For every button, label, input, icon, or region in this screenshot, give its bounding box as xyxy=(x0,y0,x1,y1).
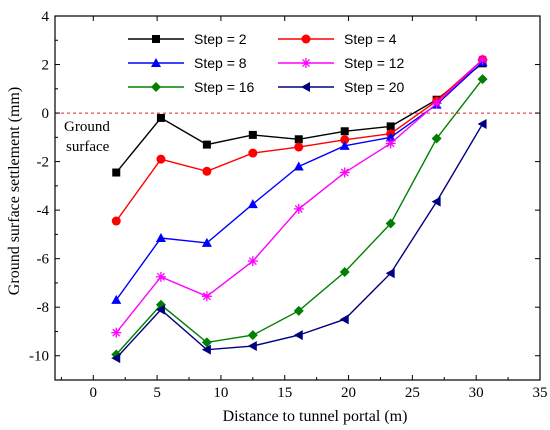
x-tick-label: 25 xyxy=(405,385,420,401)
marker-asterisk xyxy=(385,138,396,149)
marker-diamond xyxy=(477,74,488,85)
marker-square xyxy=(202,140,211,149)
legend-label: Step = 12 xyxy=(344,55,405,71)
marker-triangle-left xyxy=(293,330,303,341)
marker-diamond xyxy=(293,305,304,316)
y-tick-label: -6 xyxy=(37,252,50,268)
marker-circle xyxy=(294,142,304,152)
marker-diamond xyxy=(247,330,258,341)
marker-triangle xyxy=(247,199,258,209)
x-tick-label: 10 xyxy=(213,385,228,401)
marker-diamond xyxy=(431,133,442,144)
legend-entry: Step = 12 xyxy=(278,55,405,71)
y-tick-label: 2 xyxy=(42,58,50,74)
marker-circle xyxy=(156,154,166,164)
y-tick-label: -10 xyxy=(29,349,49,365)
plot-area xyxy=(54,15,541,381)
marker-square xyxy=(386,122,395,131)
x-tick-label: 35 xyxy=(533,385,548,401)
legend-label: Step = 8 xyxy=(194,55,247,71)
marker-asterisk xyxy=(339,167,350,178)
marker-asterisk xyxy=(111,327,122,338)
marker-triangle-left xyxy=(431,196,441,207)
x-tick-label: 5 xyxy=(153,385,161,401)
marker-triangle-left xyxy=(477,118,487,129)
marker-square xyxy=(294,135,303,144)
marker-square xyxy=(248,130,257,139)
marker-square xyxy=(156,113,165,122)
marker-triangle xyxy=(385,132,396,142)
marker-triangle-left xyxy=(385,268,395,279)
y-tick-label: -4 xyxy=(37,203,50,219)
marker-triangle xyxy=(111,294,122,304)
marker-asterisk xyxy=(201,291,212,302)
y-tick-label: -8 xyxy=(37,300,50,316)
marker-diamond xyxy=(339,267,350,278)
legend-label: Step = 2 xyxy=(194,31,247,47)
marker-asterisk xyxy=(431,98,442,109)
legend-entry: Step = 4 xyxy=(278,31,397,47)
marker-triangle-left xyxy=(111,353,121,364)
x-tick-label: 30 xyxy=(469,385,484,401)
x-tick-label: 20 xyxy=(341,385,356,401)
marker-triangle-left xyxy=(155,304,165,315)
legend-entry: Step = 20 xyxy=(278,79,405,95)
x-tick-label: 0 xyxy=(90,385,98,401)
annotation-ground: Ground xyxy=(64,119,110,135)
marker-asterisk xyxy=(155,271,166,282)
marker-diamond xyxy=(151,82,161,92)
marker-diamond xyxy=(385,218,396,229)
plot-frame xyxy=(54,15,541,381)
marker-asterisk xyxy=(301,58,311,68)
marker-triangle xyxy=(151,58,161,67)
marker-asterisk xyxy=(293,203,304,214)
y-axis-label: Ground surface settlement (mm) xyxy=(6,87,23,295)
marker-asterisk xyxy=(247,256,258,267)
marker-square xyxy=(112,168,121,177)
marker-triangle-left xyxy=(201,344,211,355)
marker-diamond xyxy=(201,337,212,348)
marker-triangle xyxy=(293,161,304,171)
x-tick-label: 15 xyxy=(277,385,292,401)
marker-triangle-left xyxy=(301,82,310,92)
y-tick-label: 0 xyxy=(42,106,50,122)
marker-circle xyxy=(202,166,212,176)
marker-triangle-left xyxy=(247,341,257,352)
marker-triangle xyxy=(201,237,212,247)
legend-entry: Step = 8 xyxy=(128,55,247,71)
series-6 xyxy=(111,118,487,364)
legend-label: Step = 20 xyxy=(344,79,405,95)
axes-layer: 0 5 10 15 20 25 30 35 -10 -8 -6 -4 -2 0 2 4 xyxy=(29,9,548,401)
x-axis-label: Distance to tunnel portal (m) xyxy=(223,408,408,425)
legend: Step = 2 Step = 4 Step = 8 Step = 12 Step = … xyxy=(128,31,405,95)
legend-entry: Step = 2 xyxy=(128,31,247,47)
legend-label: Step = 4 xyxy=(344,31,397,47)
marker-circle xyxy=(111,216,121,226)
marker-asterisk xyxy=(477,54,488,65)
y-tick-label: -2 xyxy=(37,155,50,171)
series-4 xyxy=(111,54,488,338)
marker-circle xyxy=(301,34,311,44)
marker-square xyxy=(152,35,160,43)
series-layer xyxy=(111,54,488,364)
y-tick-label: 4 xyxy=(42,9,50,25)
marker-triangle xyxy=(339,140,350,150)
annotation-surface: surface xyxy=(66,139,110,155)
marker-triangle-left xyxy=(339,314,349,325)
legend-label: Step = 16 xyxy=(194,79,255,95)
marker-triangle xyxy=(155,233,166,243)
marker-square xyxy=(340,127,349,136)
marker-circle xyxy=(340,135,350,145)
marker-circle xyxy=(248,148,258,158)
legend-entry: Step = 16 xyxy=(128,79,255,95)
